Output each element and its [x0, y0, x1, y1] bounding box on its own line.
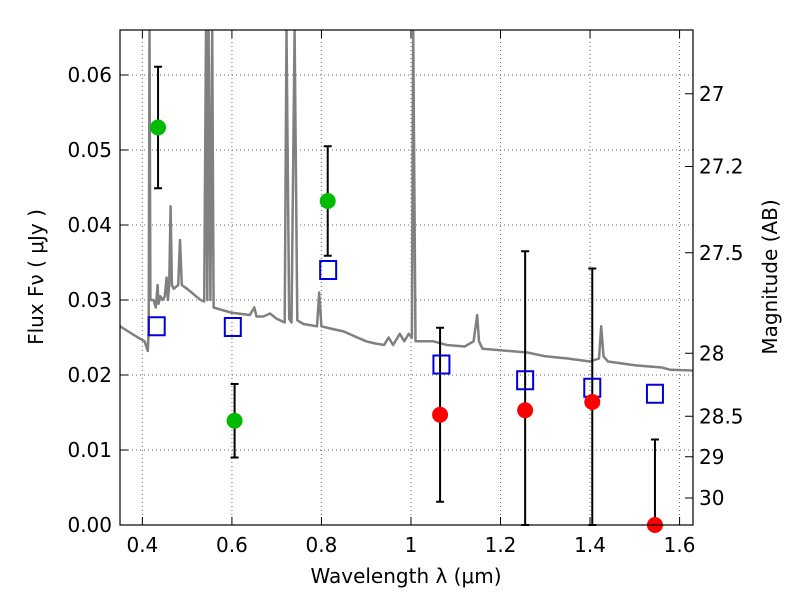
- y-tick-label: 0.01: [67, 438, 112, 462]
- y2-tick-label: 28: [699, 341, 724, 365]
- y-tick-label: 0.00: [67, 513, 112, 537]
- y2-tick-label: 27.5: [699, 241, 744, 265]
- observed-nir-point: [584, 394, 601, 410]
- model-photometry-point: [319, 260, 338, 280]
- x-axis-label: Wavelength λ (μm): [310, 564, 501, 588]
- y2-tick-label: 27.2: [699, 155, 744, 179]
- observed-optical-point: [226, 412, 243, 429]
- model-photometry-point: [645, 383, 664, 404]
- y-axis-label: Flux Fν ( μJy ): [24, 209, 48, 345]
- ticks: 0.4 0.6 0.8 1 1.2 1.4 1.6 0.00 0.01 0.02 0.03 0.04 0…: [67, 30, 744, 557]
- y-tick-label: 0.02: [67, 363, 112, 387]
- x-tick-label: 1: [405, 533, 418, 557]
- observed-optical-point: [319, 193, 336, 209]
- x-tick-label: 1.4: [574, 533, 606, 557]
- x-tick-label: 1.6: [664, 533, 696, 557]
- y-tick-label: 0.06: [67, 63, 112, 87]
- y2-axis-label: Magnitude (AB): [758, 199, 782, 354]
- model-spectrum-line: [120, 30, 693, 372]
- model-photometry-point: [147, 316, 166, 337]
- x-tick-label: 1.2: [485, 533, 517, 557]
- model-photometry-point: [432, 354, 451, 375]
- model-photometry-point: [223, 317, 242, 337]
- y2-tick-label: 28.5: [699, 404, 744, 428]
- error-bars: [154, 65, 659, 526]
- grid: [120, 30, 693, 526]
- x-tick-label: 0.6: [216, 533, 248, 557]
- y2-tick-label: 27: [699, 82, 724, 106]
- observed-nir-point: [517, 402, 534, 419]
- model-photometry: [147, 260, 664, 404]
- y2-tick-label: 30: [699, 486, 724, 510]
- y-tick-label: 0.05: [67, 138, 112, 162]
- observed-optical-point: [150, 119, 167, 136]
- x-tick-label: 0.8: [306, 533, 338, 557]
- plot-frame: [119, 29, 694, 526]
- model-spectrum: [120, 30, 693, 372]
- observed-photometry: [150, 119, 663, 533]
- y2-tick-label: 29: [699, 445, 724, 469]
- observed-nir-point: [432, 406, 449, 423]
- x-tick-label: 0.4: [126, 533, 158, 557]
- y-tick-label: 0.03: [67, 288, 112, 312]
- y-tick-label: 0.04: [67, 213, 112, 237]
- model-photometry-point: [516, 370, 535, 391]
